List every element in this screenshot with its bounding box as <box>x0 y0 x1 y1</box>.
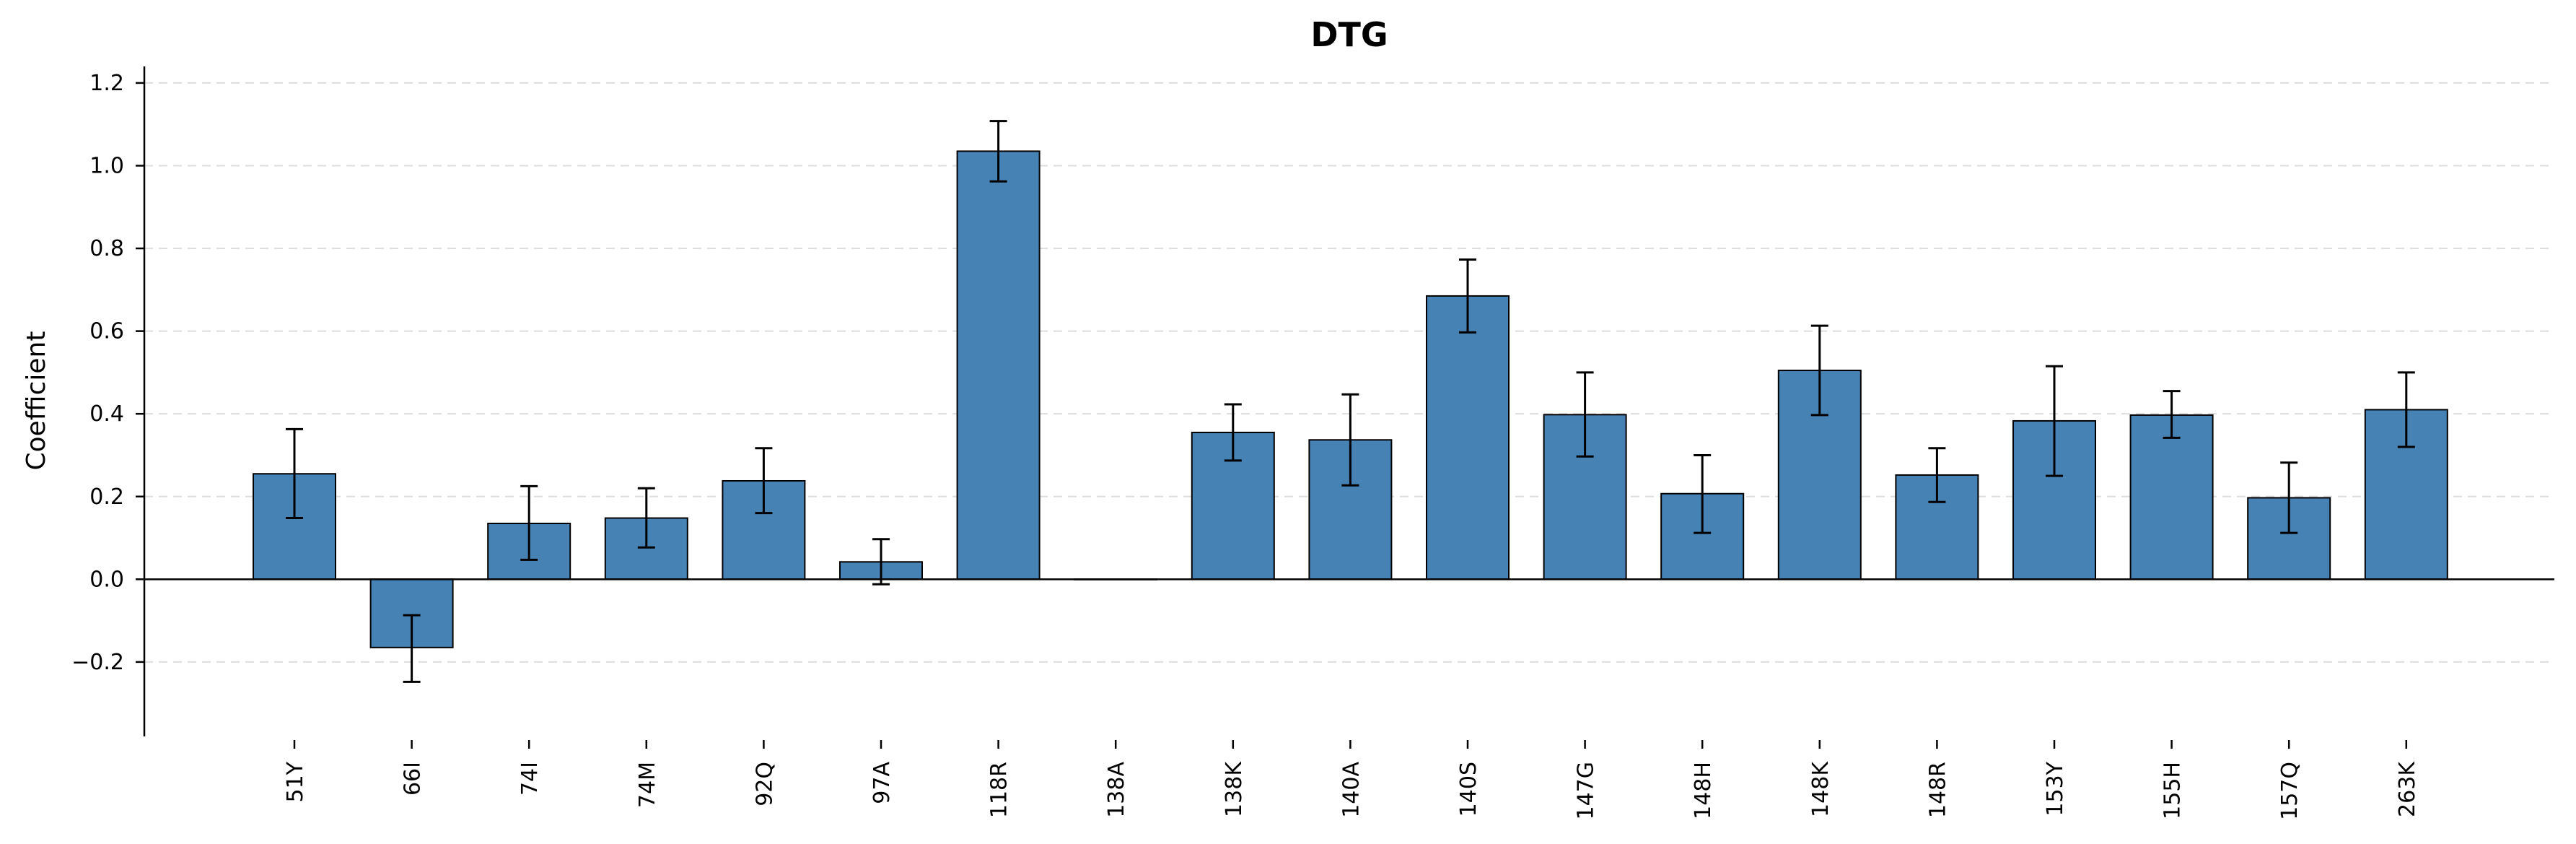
error-bars <box>286 120 2415 683</box>
error-bar-118R <box>989 120 1007 183</box>
error-bar-97A <box>872 538 890 586</box>
x-tick-label: 51Y <box>283 761 308 802</box>
x-tick-label: 148K <box>1808 761 1834 817</box>
x-tick-label: 74I <box>517 762 543 796</box>
x-tick-label: 148R <box>1925 762 1950 818</box>
error-bar-153Y <box>2046 365 2063 477</box>
chart-title: DTG <box>1310 15 1388 54</box>
x-tick-label: 153Y <box>2043 761 2068 816</box>
x-tick-label: 97A <box>869 762 895 804</box>
y-tick-label: 0.8 <box>89 236 124 261</box>
error-bar-74I <box>520 484 538 561</box>
error-bar-51Y <box>286 427 303 520</box>
y-axis-label: Coefficient <box>22 331 51 471</box>
y-tick-label: 0.0 <box>89 567 124 592</box>
x-ticks: 51Y 66I 74I 74M 92Q 97A 118R 138A 138K 140A 140S 14… <box>283 740 2420 820</box>
error-bar-263K <box>2397 371 2415 448</box>
error-bar-140A <box>1341 393 1359 487</box>
error-bar-148R <box>1928 447 1946 503</box>
x-tick-label: 148H <box>1691 762 1716 819</box>
x-tick-label: 155H <box>2160 762 2186 819</box>
error-bar-138K <box>1224 403 1242 462</box>
x-tick-label: 140A <box>1339 762 1364 818</box>
x-tick-label: 138A <box>1104 762 1129 818</box>
error-bar-157Q <box>2280 461 2298 534</box>
x-tick-label: 157Q <box>2277 762 2303 820</box>
error-bar-140S <box>1459 258 1476 334</box>
error-bar-155H <box>2163 390 2181 439</box>
bar-140S <box>1426 295 1510 580</box>
y-tick-label: 0.4 <box>89 401 124 427</box>
y-ticks: −0.2 0.0 0.2 0.4 0.6 0.8 1.0 1.2 <box>71 71 144 675</box>
x-tick-label: 140S <box>1456 762 1481 817</box>
error-bar-147G <box>1576 371 1594 458</box>
y-tick-label: −0.2 <box>71 650 124 675</box>
y-tick-label: 0.2 <box>89 484 124 510</box>
x-tick-label: 118R <box>987 762 1012 818</box>
x-tick-label: 66I <box>400 762 426 796</box>
bar-118R <box>956 150 1041 580</box>
y-tick-label: 1.2 <box>89 71 124 96</box>
x-tick-label: 263K <box>2395 761 2420 817</box>
error-bar-148K <box>1810 324 1828 417</box>
y-tick-label: 1.0 <box>89 153 124 178</box>
error-bar-66I <box>403 614 421 683</box>
error-bar-148H <box>1694 453 1712 534</box>
x-tick-label: 147G <box>1574 762 1599 820</box>
x-tick-label: 138K <box>1222 761 1247 817</box>
error-bar-92Q <box>755 447 773 515</box>
error-bar-74M <box>637 487 655 549</box>
x-tick-label: 74M <box>635 762 660 808</box>
y-tick-label: 0.6 <box>89 319 124 344</box>
x-tick-label: 92Q <box>752 762 777 806</box>
bar-155H <box>2129 414 2214 580</box>
